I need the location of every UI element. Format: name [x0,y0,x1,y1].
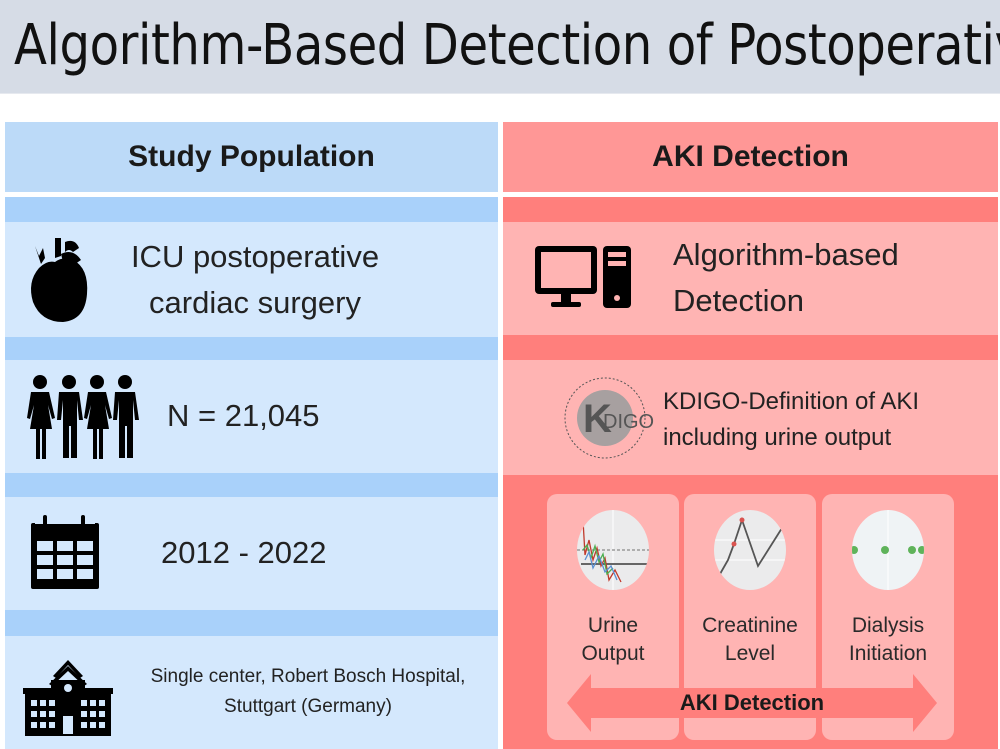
hospital-icon [23,660,113,736]
separator-strip [5,197,498,222]
svg-text:K: K [583,397,612,441]
detection-row-algorithm: Algorithm-based Detection [503,222,998,335]
double-arrow-icon [567,674,937,732]
study-site-line1: Single center, Robert Bosch Hospital, [150,666,466,687]
study-period: 2012 - 2022 [161,535,327,570]
study-population-header: Study Population [5,122,498,192]
algorithm-text-line2: Detection [673,283,804,318]
people-group-icon [27,375,139,459]
kdigo-text-line1: KDIGO-Definition of AKI [663,388,920,415]
page-title: Algorithm-Based Detection of Postoperati… [14,13,1000,78]
aki-detection-arrow: AKI Detection [567,674,937,732]
dialysis-dots-icon [852,510,924,590]
surgery-text-line1: ICU postoperative [130,239,380,274]
aki-detection-header: AKI Detection [503,122,998,192]
dialysis-initiation-label: Dialysis Initiation [822,612,954,668]
separator-strip [503,197,998,222]
card-label-line2: Output [581,642,645,665]
separator-strip [5,473,498,497]
card-label-line2: Initiation [848,642,928,665]
computer-icon [535,246,631,308]
study-site: Single center, Robert Bosch Hospital, St… [133,662,483,722]
title-bar: Algorithm-Based Detection of Postoperati… [0,0,1000,94]
card-label-line2: Level [724,642,776,665]
creatinine-chart-icon [714,510,786,590]
detection-row-kdigo: K DIGO KDIGO-Definition of AKI including… [503,360,998,475]
surgery-text-line2: cardiac surgery [149,285,361,320]
population-row-period: 2012 - 2022 [5,497,498,610]
algorithm-text: Algorithm-based Detection [673,232,899,324]
card-label-line1: Dialysis [851,614,925,637]
population-row-surgery: ICU postoperative cardiac surgery [5,222,498,337]
kdigo-text: KDIGO-Definition of AKI including urine … [663,384,919,456]
surgery-text: ICU postoperative cardiac surgery [105,234,405,326]
row-background [5,222,498,337]
urine-output-chart-icon [577,510,649,590]
population-row-count: N = 21,045 [5,360,498,473]
svg-text:DIGO: DIGO [603,411,654,433]
card-label-line1: Urine [587,614,639,637]
separator-strip [5,337,498,360]
aki-detection-panel: AKI Detection Algorithm-based Detection [503,122,998,749]
algorithm-text-line1: Algorithm-based [673,237,899,272]
population-row-site: Single center, Robert Bosch Hospital, St… [5,636,498,749]
aki-criteria-cards: Urine Output Creatinine Level [547,494,954,740]
creatinine-level-label: Creatinine Level [684,612,816,668]
urine-output-label: Urine Output [547,612,679,668]
study-population-panel: Study Population ICU postoperative cardi… [5,122,498,749]
study-site-line2: Stuttgart (Germany) [224,696,392,717]
kdigo-text-line2: including urine output [663,424,892,451]
separator-strip [503,335,998,360]
aki-detection-arrow-label: AKI Detection [679,690,825,715]
heart-icon [31,238,88,322]
card-label-line1: Creatinine [702,614,798,637]
population-count: N = 21,045 [167,398,320,433]
separator-strip [5,610,498,636]
kdigo-logo: K DIGO [564,377,654,459]
calendar-icon [31,515,99,589]
